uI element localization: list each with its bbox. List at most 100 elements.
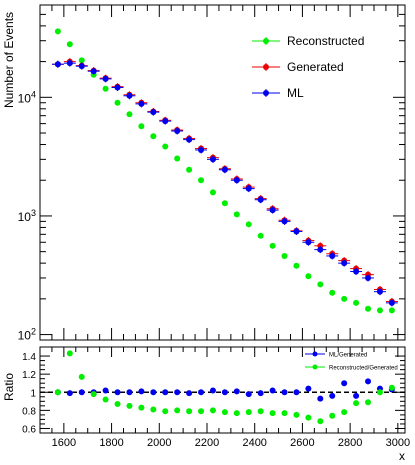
data-point bbox=[78, 63, 85, 70]
data-point bbox=[209, 387, 216, 394]
data-point bbox=[78, 389, 85, 396]
data-point bbox=[353, 299, 360, 306]
data-point bbox=[317, 246, 324, 253]
data-point bbox=[317, 395, 324, 402]
y-tick-label: 104 bbox=[18, 89, 36, 105]
data-point bbox=[388, 384, 395, 391]
data-point bbox=[186, 136, 193, 143]
data-point bbox=[245, 409, 252, 416]
data-point bbox=[281, 252, 288, 259]
data-point bbox=[90, 68, 97, 75]
data-point bbox=[138, 123, 145, 130]
legend-marker bbox=[312, 364, 318, 370]
data-point bbox=[114, 401, 121, 408]
data-point bbox=[174, 407, 181, 414]
data-point bbox=[329, 289, 336, 296]
data-point bbox=[281, 410, 288, 417]
legend-marker bbox=[263, 38, 269, 44]
data-point bbox=[353, 392, 360, 399]
x-tick-label: 1800 bbox=[99, 437, 123, 449]
data-point bbox=[245, 185, 252, 192]
y-tick-label: 103 bbox=[18, 208, 36, 224]
data-point bbox=[329, 392, 336, 399]
data-point bbox=[102, 387, 109, 394]
data-point bbox=[209, 156, 216, 163]
data-point bbox=[174, 128, 181, 135]
ratio-x-axis-label: x bbox=[399, 449, 405, 463]
main-plot-frame bbox=[39, 4, 406, 341]
data-point bbox=[198, 177, 205, 184]
legend-label: ML/Generated bbox=[329, 353, 367, 359]
data-point bbox=[281, 218, 288, 225]
data-point bbox=[54, 28, 61, 35]
data-point bbox=[317, 418, 324, 425]
data-point bbox=[376, 307, 383, 314]
data-point bbox=[150, 109, 157, 116]
data-point bbox=[269, 207, 276, 214]
x-tick-label: 1600 bbox=[52, 437, 76, 449]
data-point bbox=[376, 288, 383, 295]
main-plot-panel: 102 103 104 Number of Events Reconstructed… bbox=[2, 4, 406, 343]
legend-marker bbox=[263, 64, 269, 70]
data-point bbox=[305, 273, 312, 280]
data-point bbox=[305, 414, 312, 421]
data-point bbox=[90, 391, 97, 398]
legend-marker bbox=[263, 90, 269, 96]
ratio-plot-points bbox=[54, 350, 395, 425]
ratio-plot-axes: 0.6 0.8 1 1.2 1.4 1600 1800 2000 2200 2400 2600 280… bbox=[22, 347, 410, 449]
ratio-plot-border bbox=[39, 346, 406, 434]
data-point bbox=[293, 262, 300, 269]
y-tick-label: 0.6 bbox=[22, 424, 36, 435]
legend-marker bbox=[312, 351, 318, 357]
main-plot-points bbox=[51, 28, 398, 314]
data-point bbox=[353, 268, 360, 275]
data-point bbox=[78, 373, 85, 380]
data-point bbox=[257, 408, 264, 415]
data-point bbox=[305, 239, 312, 246]
data-point bbox=[365, 274, 372, 281]
data-point bbox=[138, 388, 145, 395]
ratio-plot-frame bbox=[39, 346, 406, 434]
data-point bbox=[126, 111, 133, 118]
data-point bbox=[233, 388, 240, 395]
data-point bbox=[102, 85, 109, 92]
data-point bbox=[353, 400, 360, 407]
x-tick-label: 2600 bbox=[290, 437, 314, 449]
data-point bbox=[66, 60, 73, 67]
data-point bbox=[269, 410, 276, 417]
ratio-plot-panel: 0.6 0.8 1 1.2 1.4 1600 1800 2000 2200 2400 2600 280… bbox=[2, 346, 410, 463]
data-point bbox=[198, 146, 205, 153]
data-point bbox=[221, 166, 228, 173]
y-tick-label: 0.8 bbox=[22, 406, 36, 417]
main-y-axis-label: Number of Events bbox=[2, 12, 16, 108]
data-point bbox=[209, 407, 216, 414]
data-point bbox=[198, 408, 205, 415]
ratio-y-axis-label: Ratio bbox=[2, 373, 16, 401]
data-point bbox=[233, 410, 240, 417]
data-point bbox=[245, 391, 252, 398]
data-point bbox=[257, 232, 264, 239]
y-tick-label: 102 bbox=[18, 327, 36, 343]
data-point bbox=[138, 404, 145, 411]
data-point bbox=[54, 61, 61, 68]
legend-label: Generated bbox=[287, 60, 344, 74]
data-point bbox=[114, 389, 121, 396]
data-point bbox=[365, 399, 372, 406]
data-point bbox=[162, 118, 169, 125]
data-point bbox=[365, 305, 372, 312]
data-point bbox=[186, 166, 193, 173]
data-point bbox=[388, 299, 395, 306]
data-point bbox=[186, 390, 193, 397]
data-point bbox=[233, 177, 240, 184]
data-point bbox=[150, 406, 157, 413]
data-point bbox=[162, 408, 169, 415]
data-point bbox=[186, 408, 193, 415]
data-point bbox=[102, 396, 109, 403]
main-legend: Reconstructed Generated ML bbox=[252, 34, 364, 100]
data-point bbox=[126, 92, 133, 99]
data-point bbox=[78, 57, 85, 64]
data-point bbox=[66, 350, 73, 357]
x-tick-label: 3000 bbox=[386, 437, 410, 449]
data-point bbox=[293, 228, 300, 235]
